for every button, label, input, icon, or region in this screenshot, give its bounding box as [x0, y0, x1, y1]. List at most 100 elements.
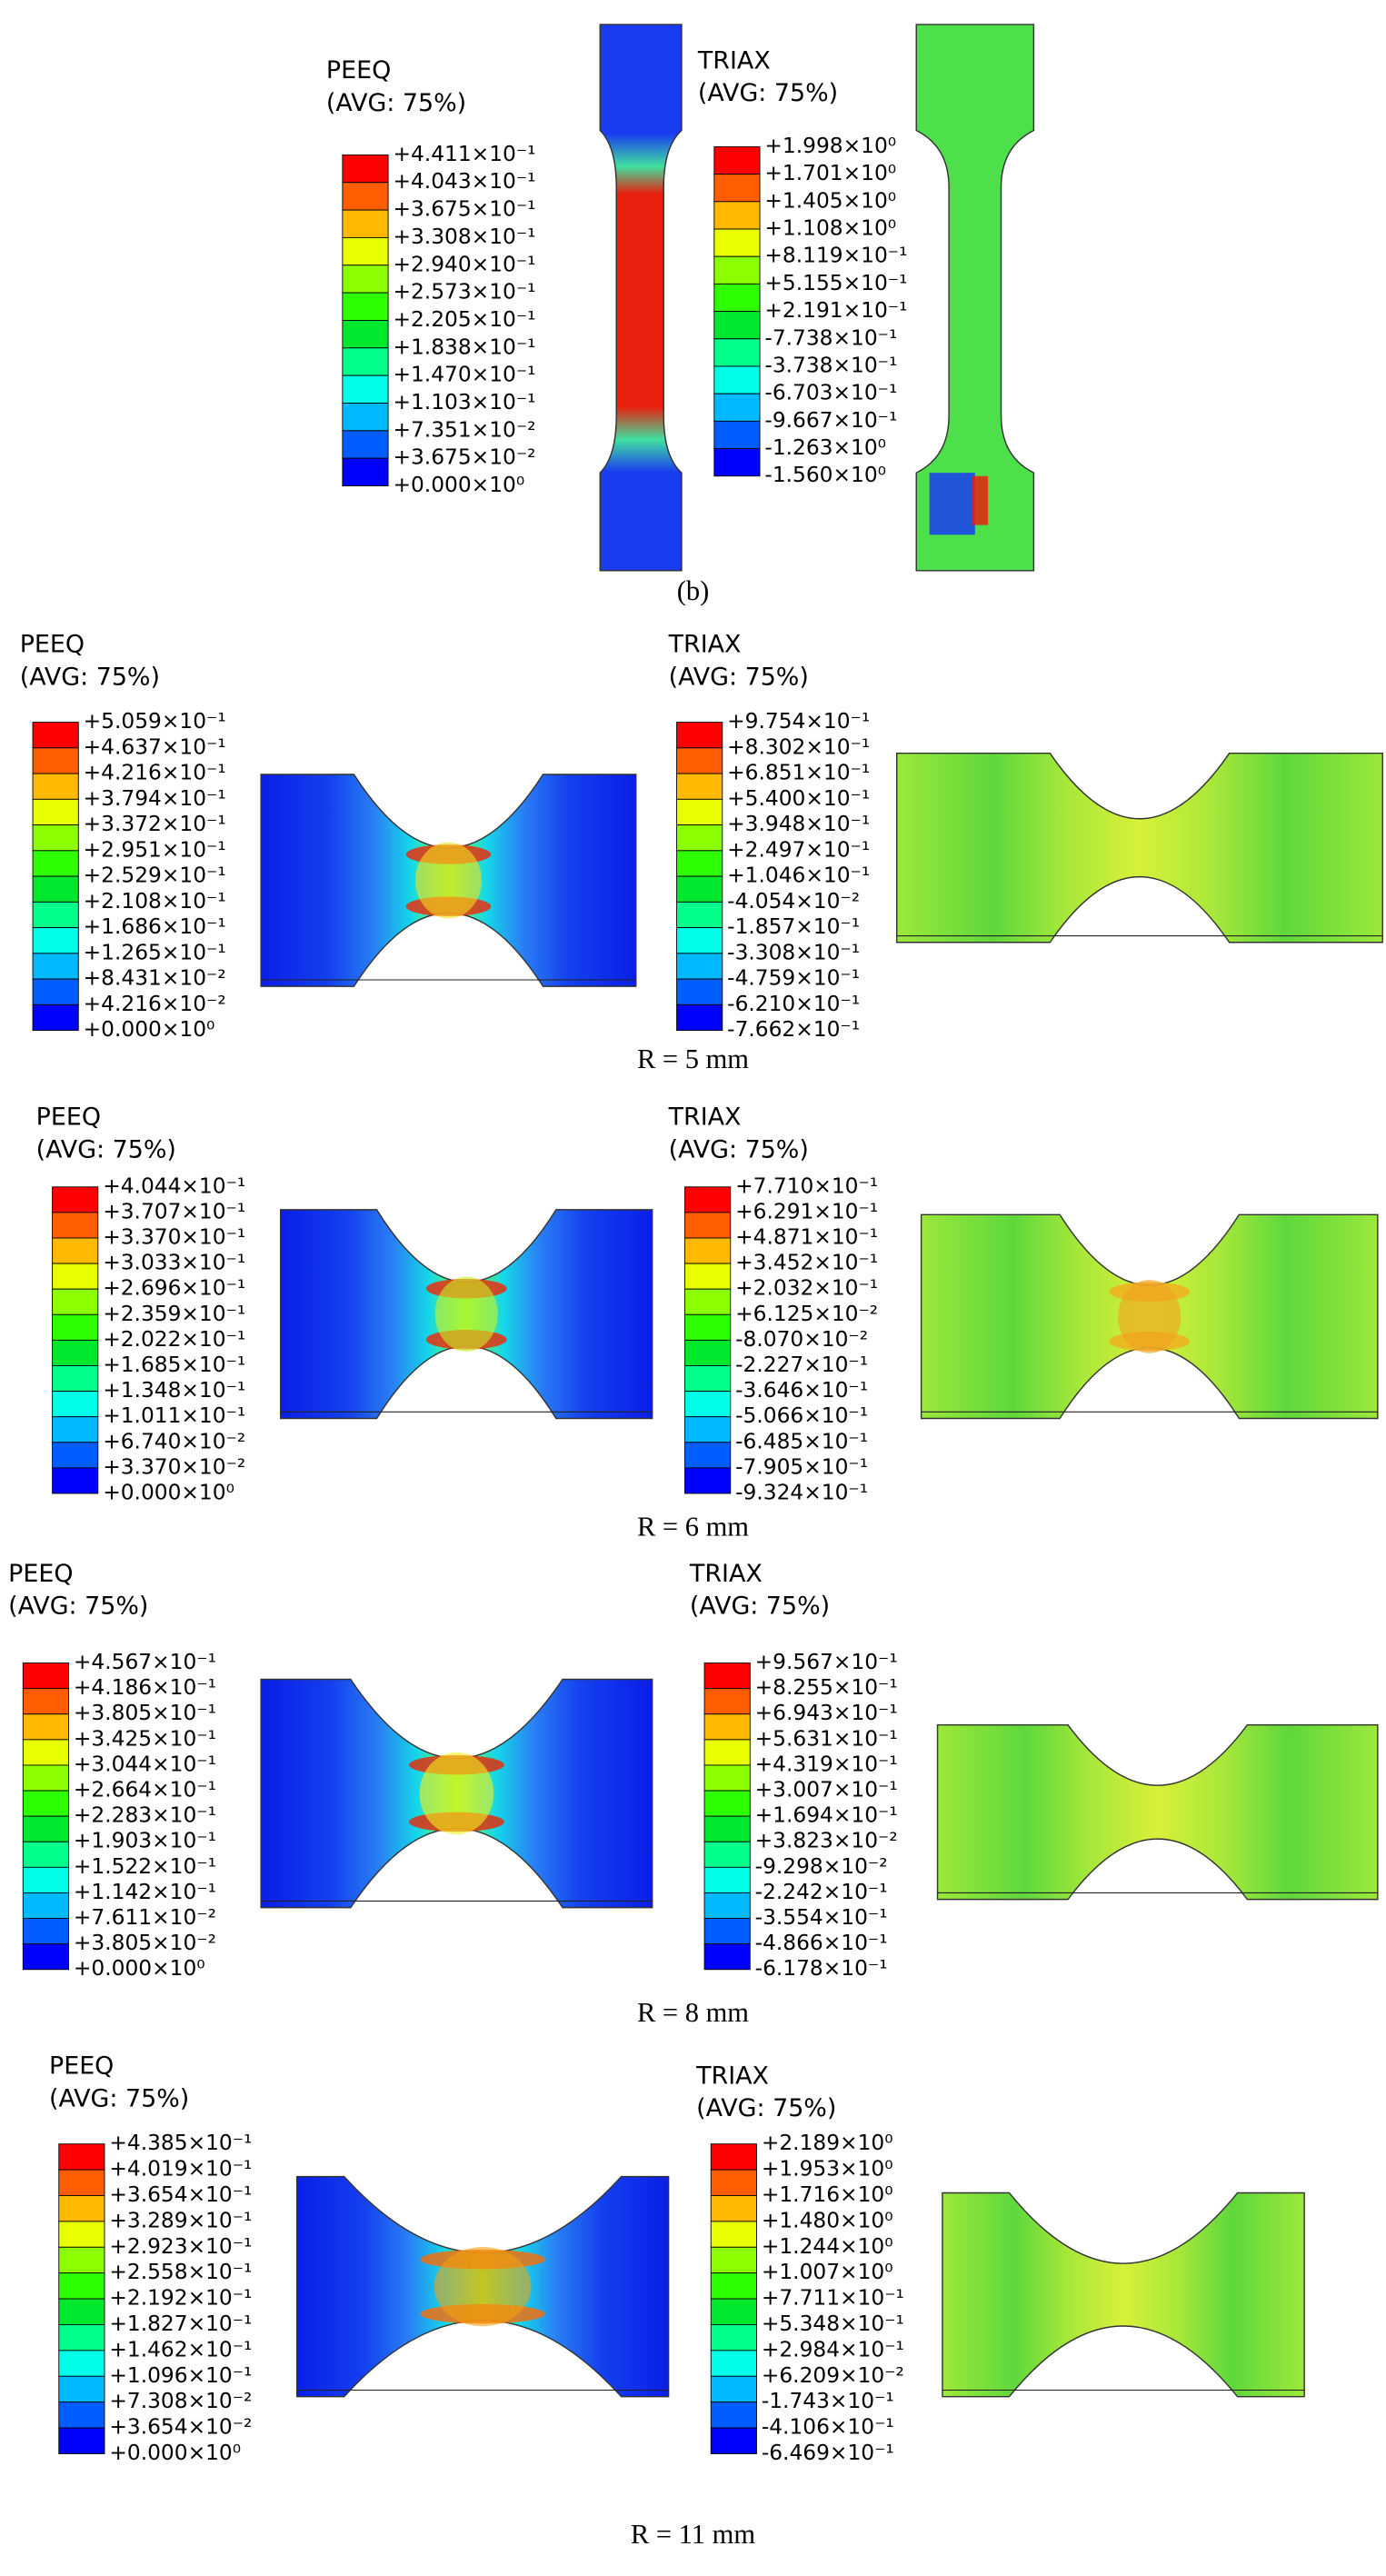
legend-label: +6.291×10⁻¹	[735, 1199, 878, 1223]
legend-band	[22, 1688, 69, 1715]
specimen-triax	[936, 1723, 1379, 1901]
legend-band	[342, 236, 389, 266]
legend-band	[710, 2221, 757, 2248]
legend-label: -1.263×10⁰	[764, 435, 886, 460]
legend-label: +4.043×10⁻¹	[393, 169, 535, 194]
legend-band	[710, 2195, 757, 2222]
legend-band	[58, 2143, 105, 2171]
legend-band	[703, 1739, 751, 1766]
legend-label: -6.469×10⁻¹	[762, 2441, 894, 2465]
specimen-triax	[920, 1213, 1379, 1420]
legend-label: -9.667×10⁻¹	[764, 408, 897, 433]
legend-label: +2.189×10⁰	[762, 2131, 893, 2155]
legend-band	[32, 1003, 79, 1032]
specimen-body	[895, 752, 1383, 944]
legend-label: +2.923×10⁻¹	[109, 2234, 252, 2259]
legend-band	[684, 1313, 732, 1341]
legend-label: +1.480×10⁰	[762, 2208, 893, 2232]
legend-band	[58, 2375, 105, 2403]
legend-band	[710, 2169, 757, 2196]
legend-band	[713, 448, 761, 477]
legend-label: -1.560×10⁰	[764, 463, 886, 487]
legend-label: +3.948×10⁻¹	[727, 812, 870, 836]
legend-subtitle: (AVG: 75%)	[690, 1593, 830, 1621]
legend-band	[713, 311, 761, 340]
legend-label: -6.703×10⁻¹	[764, 381, 897, 405]
legend-band	[52, 1339, 99, 1366]
legend-label: -4.759×10⁻¹	[727, 966, 860, 991]
legend-label: +0.000×10⁰	[74, 1956, 205, 1981]
legend-label: +9.567×10⁻¹	[755, 1650, 898, 1674]
legend-label: -9.324×10⁻¹	[735, 1481, 868, 1505]
legend-band	[684, 1416, 732, 1443]
legend-label: +3.654×10⁻²	[109, 2415, 252, 2440]
legend-label: +1.405×10⁰	[764, 188, 896, 213]
legend-label: +8.119×10⁻¹	[764, 244, 907, 268]
caption: R = 11 mm	[631, 2519, 755, 2550]
legend-label: -8.070×10⁻²	[735, 1327, 868, 1352]
legend-label: -1.743×10⁻¹	[762, 2389, 894, 2413]
legend-band	[32, 978, 79, 1005]
legend-label: -9.298×10⁻²	[755, 1854, 888, 1879]
specimen-peeq	[295, 2175, 670, 2398]
legend-band	[52, 1313, 99, 1341]
legend-band	[52, 1237, 99, 1264]
legend-label: +2.032×10⁻¹	[735, 1276, 878, 1301]
legend-band	[676, 798, 723, 826]
legend-band	[52, 1212, 99, 1239]
legend-label: +3.675×10⁻²	[393, 445, 535, 470]
legend-band	[710, 2427, 757, 2454]
legend-band	[22, 1739, 69, 1766]
fracture-zone	[929, 473, 975, 535]
legend-band	[342, 457, 389, 486]
legend-band	[32, 798, 79, 826]
legend-band	[32, 875, 79, 903]
legend-label: +5.059×10⁻¹	[84, 709, 226, 734]
legend-band	[58, 2427, 105, 2454]
legend-band	[713, 255, 761, 285]
legend-label: +3.794×10⁻¹	[84, 786, 226, 811]
specimen-peeq	[260, 1678, 653, 1909]
legend-label: +4.319×10⁻¹	[755, 1752, 898, 1776]
legend-band	[710, 2350, 757, 2377]
legend-label: +1.694×10⁻¹	[755, 1803, 898, 1828]
legend-label: +1.903×10⁻¹	[74, 1829, 216, 1853]
legend-label: +2.558×10⁻¹	[109, 2260, 252, 2284]
dogbone-peeq	[599, 24, 683, 572]
legend-label: +0.000×10⁰	[84, 1017, 215, 1042]
legend-label: -2.227×10⁻¹	[735, 1353, 868, 1377]
legend-band	[676, 901, 723, 929]
legend-band	[342, 320, 389, 349]
legend-label: +4.411×10⁻¹	[393, 142, 535, 166]
legend-label: +1.007×10⁰	[762, 2260, 893, 2284]
legend-label: +5.348×10⁻¹	[762, 2311, 904, 2336]
legend-title: TRIAX	[689, 1560, 763, 1588]
legend-band	[342, 154, 389, 184]
legend-label: +0.000×10⁰	[103, 1481, 234, 1505]
legend-band	[684, 1391, 732, 1418]
center-zone	[419, 1752, 494, 1835]
legend-label: +2.573×10⁻¹	[393, 280, 535, 305]
legend-band	[32, 722, 79, 749]
specimen-peeq	[260, 774, 637, 987]
legend-band	[684, 1442, 732, 1469]
legend-label: +1.103×10⁻¹	[393, 390, 535, 414]
legend-band	[342, 403, 389, 432]
legend-band	[32, 953, 79, 980]
center-zone	[415, 842, 482, 919]
legend-band	[676, 978, 723, 1005]
specimen-triax	[895, 752, 1383, 944]
legend-band	[22, 1918, 69, 1945]
legend-label: -4.054×10⁻²	[727, 889, 860, 914]
legend-band	[713, 393, 761, 422]
legend-label: -3.554×10⁻¹	[755, 1905, 888, 1930]
legend-label: +1.716×10⁰	[762, 2182, 893, 2207]
legend-band	[58, 2246, 105, 2274]
legend-title: PEEQ	[36, 1103, 101, 1132]
legend-band	[713, 145, 761, 175]
legend-band	[684, 1263, 732, 1290]
legend-band	[58, 2298, 105, 2325]
legend-label: +3.370×10⁻¹	[103, 1224, 245, 1249]
legend-band	[676, 875, 723, 903]
legend-label: -7.662×10⁻¹	[727, 1017, 860, 1042]
